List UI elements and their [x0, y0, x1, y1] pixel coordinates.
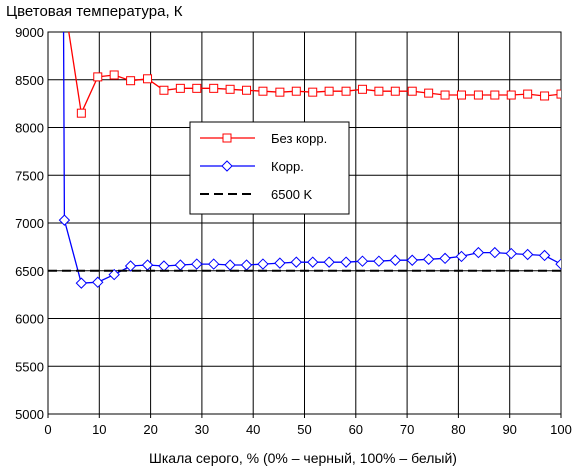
series-group — [48, 32, 561, 289]
legend-box — [189, 121, 350, 215]
x-tick-label: 20 — [143, 422, 157, 437]
y-tick-label: 8000 — [15, 121, 44, 136]
data-point-correction — [538, 249, 551, 262]
data-point-correction — [191, 258, 203, 270]
data-point-correction — [75, 277, 88, 289]
data-point-correction — [92, 276, 104, 288]
data-point-correction — [373, 255, 385, 267]
y-tick-label: 5500 — [15, 359, 44, 374]
data-point-no-correction — [523, 89, 533, 99]
data-point-correction — [505, 247, 517, 260]
data-point-correction — [389, 254, 402, 266]
data-point-no-correction — [225, 84, 235, 94]
data-point-no-correction — [357, 84, 367, 94]
data-point-no-correction — [490, 90, 500, 100]
y-axis: 5000 5500 6000 6500 7000 7500 8000 8500 9000 — [15, 25, 44, 422]
y-tick-label: 6500 — [15, 264, 44, 279]
x-tick-label: 70 — [400, 422, 414, 437]
y-tick-label: 6000 — [15, 312, 44, 327]
x-tick-label: 0 — [44, 422, 51, 437]
x-tick-label: 80 — [451, 422, 465, 437]
legend-label-reference-6500k: 6500 K — [271, 187, 313, 202]
data-point-no-correction — [506, 90, 516, 100]
data-point-no-correction — [76, 108, 86, 118]
data-point-no-correction — [175, 83, 185, 93]
x-tick-label: 40 — [246, 422, 260, 437]
data-point-no-correction — [291, 86, 301, 96]
data-point-no-correction — [159, 85, 169, 95]
legend-marker-no-correction — [222, 133, 232, 143]
data-point-correction — [406, 254, 418, 266]
x-tick-label: 30 — [195, 422, 209, 437]
data-point-correction — [323, 256, 335, 268]
data-point-no-correction — [275, 87, 285, 97]
y-tick-label: 7000 — [15, 216, 44, 231]
data-point-correction — [472, 246, 485, 259]
legend-label-no-correction: Без корр. — [271, 131, 327, 146]
data-point-correction — [439, 252, 451, 265]
data-point-correction — [356, 255, 369, 267]
data-point-correction — [240, 259, 253, 271]
data-point-correction — [455, 250, 468, 263]
data-point-correction — [224, 259, 236, 271]
data-point-no-correction — [473, 90, 483, 100]
data-point-correction — [489, 246, 501, 259]
data-point-no-correction — [341, 86, 351, 96]
y-tick-label: 5000 — [15, 407, 44, 422]
series-no-correction — [68, 32, 561, 118]
data-point-no-correction — [109, 70, 119, 80]
data-point-correction — [257, 258, 269, 270]
data-point-no-correction — [456, 90, 466, 100]
data-point-no-correction — [440, 90, 450, 100]
data-point-no-correction — [143, 74, 153, 84]
x-tick-label: 100 — [550, 422, 572, 437]
series-correction — [58, 32, 561, 289]
data-point-correction — [174, 259, 187, 271]
legend: Без корр. Корр. 6500 K — [189, 121, 350, 215]
data-point-no-correction — [192, 83, 202, 93]
data-point-correction — [58, 214, 71, 226]
data-point-no-correction — [308, 87, 318, 97]
x-axis: 0 10 20 30 40 50 60 70 80 90 100 — [44, 414, 572, 437]
data-point-no-correction — [407, 86, 417, 96]
data-point-correction — [274, 257, 286, 269]
data-point-no-correction — [390, 86, 400, 96]
x-tick-label: 60 — [349, 422, 363, 437]
data-point-no-correction — [540, 91, 550, 101]
data-point-no-correction — [209, 83, 219, 93]
x-tick-label: 10 — [92, 422, 106, 437]
data-point-correction — [521, 248, 534, 261]
data-point-correction — [158, 260, 170, 272]
data-point-no-correction — [93, 72, 103, 82]
data-point-no-correction — [374, 86, 384, 96]
data-point-no-correction — [242, 85, 252, 95]
y-tick-label: 9000 — [15, 25, 44, 40]
x-tick-label: 90 — [502, 422, 516, 437]
data-point-correction — [290, 256, 302, 268]
y-tick-label: 7500 — [15, 168, 44, 183]
x-axis-label: Шкала серого, % (0% – черный, 100% – бел… — [149, 450, 457, 466]
data-point-correction — [422, 253, 435, 265]
data-point-no-correction — [324, 86, 334, 96]
data-point-no-correction — [424, 88, 434, 98]
data-point-correction — [340, 256, 352, 268]
data-point-no-correction — [126, 76, 136, 86]
legend-marker-correction — [221, 160, 233, 172]
x-tick-label: 50 — [297, 422, 311, 437]
data-point-correction — [124, 260, 137, 272]
data-point-correction — [307, 256, 319, 268]
grid — [47, 31, 562, 415]
data-point-correction — [108, 268, 120, 281]
chart-title: Цветовая температура, К — [6, 3, 183, 20]
legend-label-correction: Корр. — [271, 159, 304, 174]
data-point-correction — [207, 258, 220, 270]
y-tick-label: 8500 — [15, 73, 44, 88]
data-point-no-correction — [258, 86, 268, 96]
data-point-no-correction — [556, 89, 561, 99]
data-point-correction — [555, 258, 561, 270]
